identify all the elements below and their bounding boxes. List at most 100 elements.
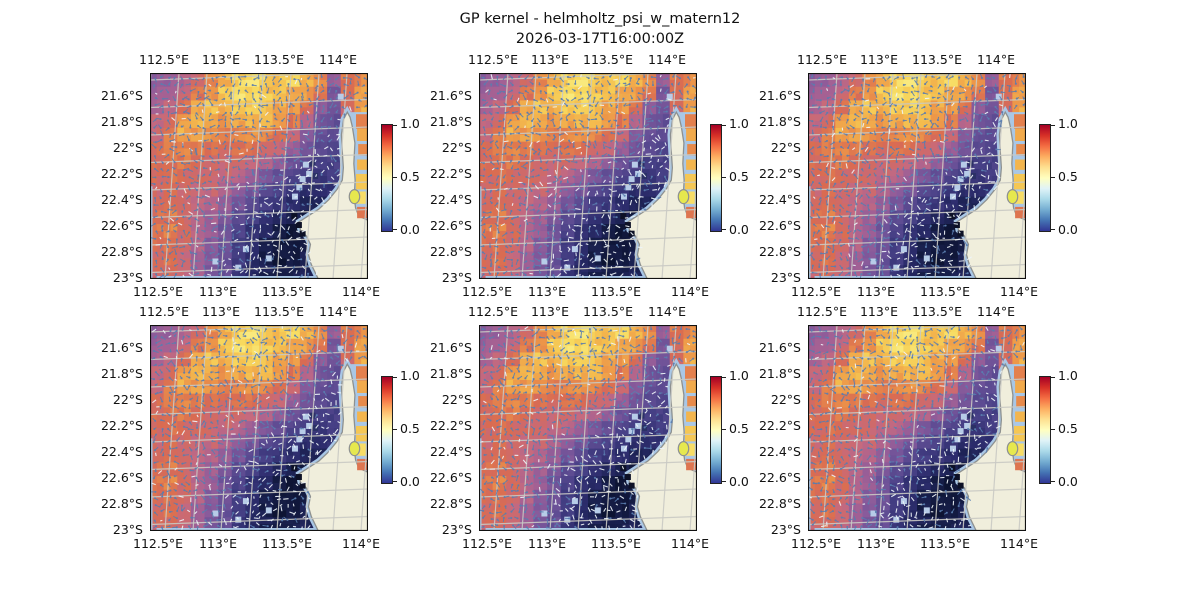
colorbar-tick-label: 0.5 (400, 421, 420, 436)
lon-tick-label-bottom: 112.5°E (462, 536, 512, 551)
lat-tick-label: 22.8°S (429, 244, 472, 259)
map-plot (808, 325, 1026, 531)
lon-tick-label-top: 112.5°E (797, 52, 847, 67)
lon-tick-label-bottom: 113.5°E (262, 536, 312, 551)
lon-tick-label-top: 113.5°E (912, 304, 962, 319)
colorbar-tick (393, 481, 397, 482)
colorbar-tick-label: 0.0 (729, 474, 749, 489)
lon-tick-label-bottom: 113°E (856, 284, 895, 299)
colorbar-tick (722, 377, 726, 378)
colorbar-tick (1051, 125, 1055, 126)
lon-tick-label-top: 113°E (859, 304, 898, 319)
lat-tick-label: 22.8°S (758, 496, 801, 511)
lat-tick-label: 22°S (441, 392, 472, 407)
lon-tick-label-top: 114°E (647, 52, 686, 67)
lon-tick-label-top: 114°E (976, 52, 1015, 67)
lat-tick-label: 22.4°S (100, 444, 143, 459)
lon-tick-label-top: 113.5°E (912, 52, 962, 67)
lat-tick-label: 22.6°S (100, 470, 143, 485)
lat-tick-label: 21.6°S (429, 88, 472, 103)
colorbar-tick (722, 229, 726, 230)
lat-tick-label: 21.6°S (429, 340, 472, 355)
lon-tick-label-bottom: 113°E (527, 284, 566, 299)
lat-tick-label: 22.2°S (429, 418, 472, 433)
colorbar-tick-label: 0.5 (1058, 169, 1078, 184)
lat-tick-label: 22.6°S (758, 218, 801, 233)
lon-tick-label-top: 114°E (318, 304, 357, 319)
lon-tick-label-bottom: 113°E (527, 536, 566, 551)
lon-tick-label-top: 113°E (530, 52, 569, 67)
colorbar-tick-label: 0.5 (400, 169, 420, 184)
lat-tick-label: 22°S (112, 392, 143, 407)
lon-tick-label-top: 112.5°E (139, 304, 189, 319)
lon-tick-label-bottom: 114°E (999, 536, 1038, 551)
map-plot (808, 73, 1026, 279)
lat-tick-label: 22.8°S (100, 496, 143, 511)
colorbar-tick (393, 229, 397, 230)
lat-tick-label: 22.4°S (758, 192, 801, 207)
lat-tick-label: 22.4°S (429, 192, 472, 207)
colorbar-tick-label: 1.0 (729, 368, 749, 383)
colorbar-tick (1051, 429, 1055, 430)
lon-tick-label-bottom: 113°E (856, 536, 895, 551)
lon-tick-label-bottom: 114°E (341, 284, 380, 299)
lat-tick-label: 22.6°S (100, 218, 143, 233)
colorbar-tick-label: 0.0 (400, 222, 420, 237)
lon-tick-label-bottom: 112.5°E (791, 284, 841, 299)
lat-tick-label: 23°S (441, 270, 472, 285)
lon-tick-label-top: 113°E (530, 304, 569, 319)
colorbar-tick-label: 0.0 (1058, 474, 1078, 489)
lat-tick-label: 21.6°S (758, 88, 801, 103)
colorbar-tick (1051, 177, 1055, 178)
lat-tick-label: 23°S (112, 270, 143, 285)
colorbar-gradient (381, 376, 393, 484)
lon-tick-label-bottom: 112.5°E (133, 536, 183, 551)
colorbar-tick (393, 177, 397, 178)
lon-tick-label-top: 113.5°E (583, 52, 633, 67)
colorbar-tick (1051, 377, 1055, 378)
lat-tick-label: 21.8°S (100, 114, 143, 129)
lon-tick-label-bottom: 113.5°E (591, 284, 641, 299)
lat-tick-label: 23°S (770, 522, 801, 537)
lon-tick-label-bottom: 113.5°E (920, 536, 970, 551)
lat-tick-label: 22.6°S (429, 218, 472, 233)
lat-tick-label: 22.8°S (100, 244, 143, 259)
map-plot (150, 325, 368, 531)
lat-tick-label: 22.2°S (100, 166, 143, 181)
colorbar-gradient (1039, 124, 1051, 232)
colorbar-gradient (710, 376, 722, 484)
colorbar-tick-label: 0.0 (400, 474, 420, 489)
colorbar-tick (722, 177, 726, 178)
lat-tick-label: 21.6°S (100, 88, 143, 103)
lon-tick-label-top: 114°E (318, 52, 357, 67)
lat-tick-label: 22.4°S (429, 444, 472, 459)
lon-tick-label-top: 112.5°E (468, 304, 518, 319)
lon-tick-label-top: 112.5°E (139, 52, 189, 67)
lat-tick-label: 22.2°S (100, 418, 143, 433)
colorbar-tick-label: 0.5 (1058, 421, 1078, 436)
map-plot (150, 73, 368, 279)
lat-tick-label: 21.8°S (429, 114, 472, 129)
colorbar-tick (722, 429, 726, 430)
lon-tick-label-top: 114°E (976, 304, 1015, 319)
lat-tick-label: 22.6°S (758, 470, 801, 485)
lon-tick-label-bottom: 113.5°E (920, 284, 970, 299)
colorbar-tick (722, 481, 726, 482)
lon-tick-label-bottom: 113°E (198, 536, 237, 551)
lat-tick-label: 21.8°S (429, 366, 472, 381)
lat-tick-label: 22°S (770, 392, 801, 407)
lat-tick-label: 23°S (770, 270, 801, 285)
lat-tick-label: 22°S (441, 140, 472, 155)
lon-tick-label-bottom: 114°E (670, 284, 709, 299)
lon-tick-label-top: 112.5°E (468, 52, 518, 67)
colorbar-tick (1051, 481, 1055, 482)
lon-tick-label-top: 113.5°E (254, 304, 304, 319)
lat-tick-label: 22.8°S (758, 244, 801, 259)
lat-tick-label: 23°S (441, 522, 472, 537)
lon-tick-label-bottom: 114°E (341, 536, 380, 551)
lat-tick-label: 21.8°S (100, 366, 143, 381)
colorbar-tick-label: 0.0 (1058, 222, 1078, 237)
lat-tick-label: 21.8°S (758, 114, 801, 129)
colorbar-tick (722, 125, 726, 126)
lat-tick-label: 21.8°S (758, 366, 801, 381)
